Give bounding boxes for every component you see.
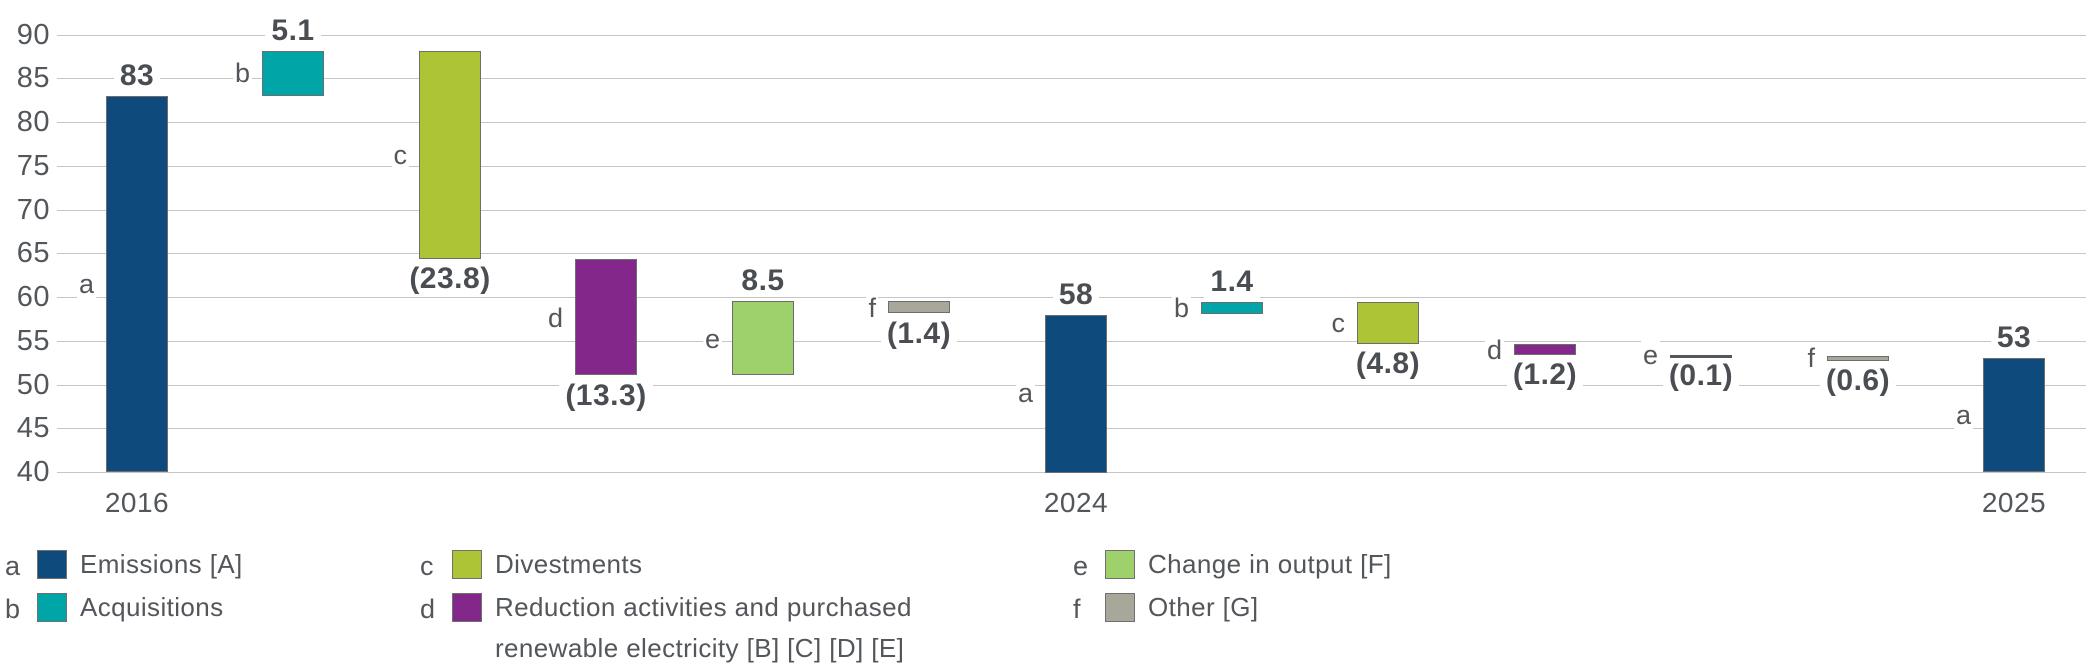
bar-value-label: 83 [47, 59, 227, 92]
legend-swatch-f [1105, 593, 1135, 622]
bar-value-label: 58 [986, 278, 1166, 311]
y-axis-tick-label: 45 [16, 412, 50, 444]
x-axis-year-label: 2025 [1981, 487, 2047, 518]
legend-letter: f [1073, 594, 1081, 624]
bar-letter-label: b [232, 58, 252, 88]
bar-value-label: (1.4) [829, 317, 1009, 350]
x-axis-year-label: 2024 [1043, 487, 1109, 518]
legend-letter: c [420, 551, 434, 581]
bar-d [1514, 344, 1576, 355]
bar-b [1201, 302, 1263, 314]
bar-letter-label: a [1015, 378, 1035, 408]
y-axis-tick-label: 85 [16, 62, 50, 94]
legend-swatch-d [452, 593, 482, 622]
y-axis-tick-label: 75 [16, 150, 50, 182]
legend-swatch-c [452, 550, 482, 579]
y-axis-tick-label: 40 [16, 456, 50, 488]
gridline [57, 253, 2086, 254]
bar-letter-label: d [545, 303, 565, 333]
bar-a [1983, 358, 2045, 472]
bar-value-label: (0.1) [1611, 359, 1791, 392]
bar-letter-label: f [866, 293, 878, 323]
bar-c [419, 51, 481, 259]
bar-d [575, 259, 637, 375]
bar-value-label: 5.1 [203, 14, 383, 47]
bar-e [732, 301, 794, 375]
legend-label: Change in output [F] [1148, 549, 1392, 579]
bar-value-label: (0.6) [1768, 364, 1948, 397]
bar-letter-label: e [1640, 340, 1660, 370]
bar-value-label: 53 [1924, 321, 2090, 354]
bar-value-label: (4.8) [1298, 347, 1478, 380]
bar-e [1670, 355, 1732, 358]
gridline [57, 166, 2086, 167]
bar-letter-label: e [702, 324, 722, 354]
bar-letter-label: c [1329, 308, 1347, 338]
bar-value-label: (13.3) [516, 379, 696, 412]
bar-value-label: 8.5 [673, 264, 853, 297]
y-axis-tick-label: 70 [16, 194, 50, 226]
bar-letter-label: b [1171, 293, 1191, 323]
legend-letter: a [5, 551, 21, 581]
bar-a [106, 96, 168, 472]
legend-swatch-b [37, 593, 67, 622]
bar-letter-label: a [1953, 400, 1973, 430]
gridline [57, 122, 2086, 123]
bar-c [1357, 302, 1419, 344]
legend-swatch-a [37, 550, 67, 579]
y-axis-tick-label: 65 [16, 237, 50, 269]
bar-value-label: (23.8) [360, 262, 540, 295]
y-axis-tick-label: 55 [16, 325, 50, 357]
legend-letter: d [420, 594, 436, 624]
bar-letter-label: a [76, 269, 96, 299]
bar-value-label: (1.2) [1455, 358, 1635, 391]
gridline [57, 210, 2086, 211]
bar-f [888, 301, 950, 313]
legend-label: Other [G] [1148, 592, 1259, 622]
legend-letter: e [1073, 551, 1089, 581]
legend-label: Emissions [A] [80, 549, 243, 579]
bar-letter-label: c [391, 140, 409, 170]
bar-a [1045, 315, 1107, 473]
gridline [57, 78, 2086, 79]
y-axis-tick-label: 90 [16, 19, 50, 51]
legend-label: Acquisitions [80, 592, 224, 622]
legend-label: Divestments [495, 549, 643, 579]
legend-swatch-e [1105, 550, 1135, 579]
legend-letter: b [5, 594, 21, 624]
x-axis-year-label: 2016 [104, 487, 170, 518]
bar-b [262, 51, 324, 96]
bar-letter-label: f [1805, 343, 1817, 373]
bar-f [1827, 356, 1889, 361]
y-axis-tick-label: 80 [16, 106, 50, 138]
y-axis-tick-label: 60 [16, 281, 50, 313]
y-axis-tick-label: 50 [16, 369, 50, 401]
gridline [57, 35, 2086, 36]
bar-value-label: 1.4 [1142, 265, 1322, 298]
bar-letter-label: d [1484, 335, 1504, 365]
legend-label: Reduction activities and purchased renew… [495, 592, 912, 663]
